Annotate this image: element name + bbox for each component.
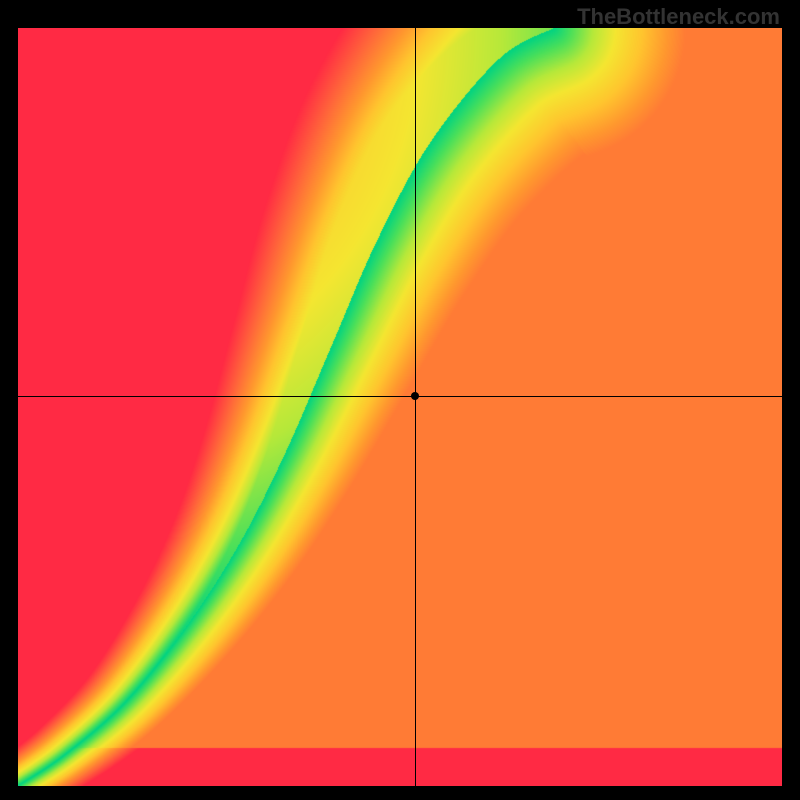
watermark-text: TheBottleneck.com [577, 4, 780, 30]
crosshair-vertical-line [415, 28, 416, 786]
plot-area [18, 28, 782, 786]
crosshair-marker-dot [411, 392, 419, 400]
bottleneck-heatmap [18, 28, 782, 786]
crosshair-horizontal-line [18, 396, 782, 397]
figure-container: TheBottleneck.com [0, 0, 800, 800]
